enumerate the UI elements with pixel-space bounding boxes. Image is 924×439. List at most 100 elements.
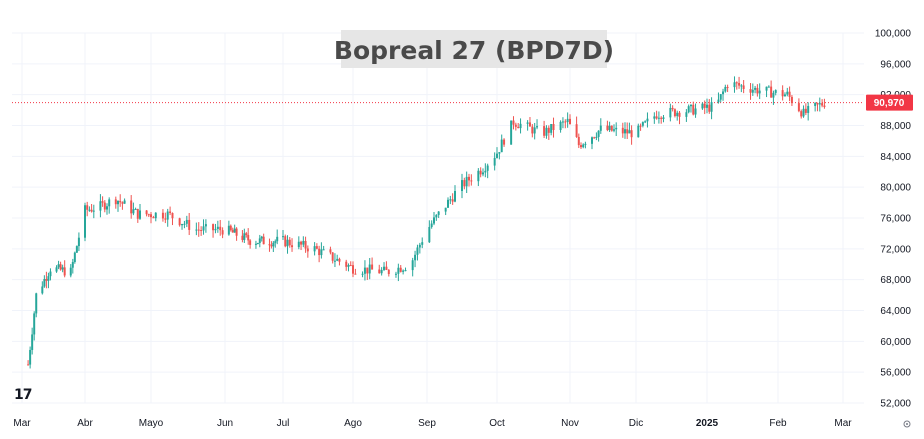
candle xyxy=(772,90,775,105)
candle xyxy=(613,124,615,133)
candle xyxy=(710,97,713,120)
candle xyxy=(202,219,205,235)
candle xyxy=(536,119,539,130)
candle xyxy=(435,214,438,221)
candle xyxy=(610,125,613,132)
candle xyxy=(624,122,626,139)
candle xyxy=(84,202,86,242)
candle xyxy=(687,104,690,114)
candle xyxy=(291,238,294,252)
candle xyxy=(738,76,741,89)
candle xyxy=(821,99,824,108)
candle xyxy=(297,236,300,250)
candle xyxy=(86,201,89,217)
candle xyxy=(227,220,230,236)
candle xyxy=(164,212,167,224)
candle xyxy=(593,136,596,139)
x-tick-label: Abr xyxy=(77,418,93,429)
candle xyxy=(302,236,305,248)
candle xyxy=(371,257,374,270)
candle xyxy=(428,220,431,244)
x-tick-label: Mar xyxy=(13,418,31,429)
candle xyxy=(733,76,736,93)
candle xyxy=(212,223,215,238)
y-tick-label: 96,000 xyxy=(880,59,911,70)
candle xyxy=(597,130,600,142)
candle xyxy=(114,196,117,209)
candle xyxy=(216,220,219,233)
candle xyxy=(740,84,743,93)
candle xyxy=(101,196,104,207)
candle xyxy=(75,245,78,254)
candle xyxy=(802,105,805,118)
candle xyxy=(132,202,135,216)
candle xyxy=(333,253,336,268)
candle xyxy=(219,219,222,236)
candle xyxy=(345,259,348,271)
candle xyxy=(531,124,534,138)
candle xyxy=(591,136,593,150)
candle xyxy=(268,238,271,252)
y-tick-label: 76,000 xyxy=(880,214,911,225)
candle xyxy=(354,268,357,275)
candle xyxy=(463,177,466,190)
candle xyxy=(608,121,611,132)
candle xyxy=(272,241,275,252)
candle xyxy=(402,269,405,275)
candle xyxy=(437,211,440,218)
candle xyxy=(147,213,150,218)
candle xyxy=(318,245,321,263)
candle xyxy=(221,227,224,239)
candle xyxy=(258,234,261,248)
y-tick-label: 52,000 xyxy=(880,399,911,410)
candle xyxy=(243,228,246,244)
x-tick-label: Feb xyxy=(769,418,787,429)
candle xyxy=(166,208,169,227)
candle xyxy=(262,233,265,245)
candle xyxy=(484,163,487,178)
candle xyxy=(447,197,449,208)
candle xyxy=(510,120,513,145)
candle xyxy=(99,194,102,218)
candle xyxy=(204,219,207,233)
candle xyxy=(639,123,642,131)
chart-title: Bopreal 27 (BPD7D) xyxy=(334,36,614,65)
candle xyxy=(599,118,602,134)
candle xyxy=(336,254,339,262)
candle xyxy=(575,116,578,138)
y-tick-label: 100,000 xyxy=(875,29,912,40)
candle xyxy=(276,229,279,245)
candle xyxy=(304,236,307,253)
candle xyxy=(449,195,452,205)
candle xyxy=(653,112,656,124)
candle xyxy=(735,81,738,90)
candle xyxy=(188,212,191,236)
candle xyxy=(45,271,48,289)
x-tick-label: Dic xyxy=(629,418,643,429)
candle xyxy=(331,252,334,264)
candle xyxy=(564,119,567,129)
candle xyxy=(57,260,60,270)
candle xyxy=(781,85,784,101)
candle xyxy=(55,265,58,273)
candle xyxy=(430,220,433,229)
candle xyxy=(49,268,52,281)
candle xyxy=(722,88,725,101)
candle xyxy=(117,200,119,212)
candle xyxy=(719,93,722,103)
candle xyxy=(411,257,414,277)
candle xyxy=(288,237,291,248)
y-tick-label: 60,000 xyxy=(880,337,911,348)
candle xyxy=(195,222,198,236)
candle xyxy=(552,117,555,138)
candle xyxy=(786,87,789,97)
candle xyxy=(673,108,676,118)
candle xyxy=(689,104,692,113)
settings-icon[interactable] xyxy=(903,420,911,428)
candle xyxy=(465,171,468,194)
candle xyxy=(566,112,569,128)
candle xyxy=(621,122,624,138)
candle xyxy=(366,267,369,280)
